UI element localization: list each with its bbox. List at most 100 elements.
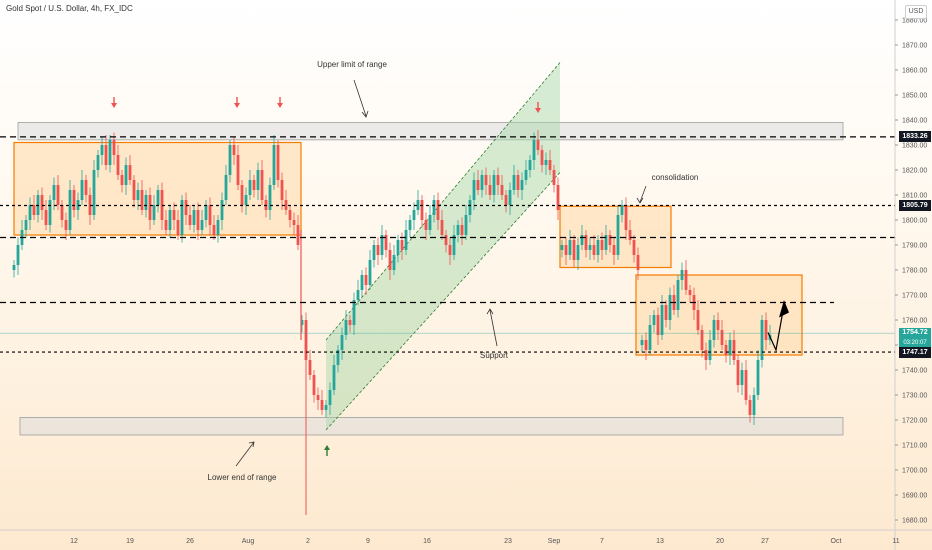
support-pointer-head bbox=[486, 308, 494, 315]
currency-button[interactable]: USD bbox=[905, 5, 927, 19]
y-tick-label: 1830.00 bbox=[902, 143, 927, 150]
candle-body bbox=[188, 215, 192, 225]
candle-body bbox=[552, 170, 556, 185]
candle-body bbox=[104, 145, 108, 165]
candle-body bbox=[40, 195, 44, 210]
y-tick-label: 1740.00 bbox=[902, 368, 927, 375]
candle-body bbox=[616, 215, 620, 255]
candle-body bbox=[516, 175, 520, 190]
y-tick-label: 1840.00 bbox=[902, 118, 927, 125]
candle-body bbox=[572, 240, 576, 260]
candle-body bbox=[244, 195, 248, 205]
candle-body bbox=[320, 400, 324, 410]
candle-body bbox=[736, 360, 740, 385]
candle-body bbox=[760, 320, 764, 360]
candle-body bbox=[348, 320, 352, 325]
projection-arrowhead bbox=[779, 300, 789, 318]
candle-body bbox=[276, 145, 280, 180]
upper-limit-pointer bbox=[353, 79, 367, 117]
x-tick-label: 13 bbox=[656, 538, 664, 545]
candle-body bbox=[688, 290, 692, 295]
candle-body bbox=[716, 320, 720, 330]
x-tick-label: 12 bbox=[70, 538, 78, 545]
candle-body bbox=[664, 305, 668, 320]
candle-body bbox=[300, 320, 304, 325]
candle-body bbox=[344, 320, 348, 335]
candle-body bbox=[328, 390, 332, 405]
y-tick-label: 1790.00 bbox=[902, 243, 927, 250]
y-tick-label: 1800.00 bbox=[902, 218, 927, 225]
symbol-title: Gold Spot / U.S. Dollar, 4h, FX_IDC bbox=[6, 4, 133, 13]
y-tick-label: 1820.00 bbox=[902, 168, 927, 175]
candle-body bbox=[680, 270, 684, 280]
lower-end-pointer bbox=[235, 441, 255, 467]
candle-body bbox=[72, 190, 76, 210]
candle-body bbox=[528, 160, 532, 170]
candle-body bbox=[492, 175, 496, 195]
candle-body bbox=[296, 225, 300, 245]
candle-body bbox=[600, 240, 604, 250]
support-label: Support bbox=[480, 351, 509, 360]
candle-body bbox=[184, 200, 188, 215]
candle-body bbox=[460, 225, 464, 235]
lower-end-pointer-head bbox=[248, 441, 255, 448]
candle-body bbox=[208, 205, 212, 225]
candle-body bbox=[180, 200, 184, 235]
candle-body bbox=[232, 145, 236, 155]
price-tag: 1754.72 03:20:07 bbox=[899, 328, 931, 349]
x-tick-label: 7 bbox=[600, 538, 604, 545]
candle-body bbox=[676, 280, 680, 310]
candle-body bbox=[436, 200, 440, 220]
candle-body bbox=[324, 405, 328, 410]
candle-body bbox=[132, 180, 136, 200]
x-tick-label: Aug bbox=[242, 538, 255, 545]
candle-body bbox=[224, 175, 228, 200]
candle-body bbox=[16, 245, 20, 265]
candle-body bbox=[280, 180, 284, 200]
candle-body bbox=[704, 350, 708, 360]
upper-limit-pointer-head bbox=[361, 110, 369, 118]
candle-body bbox=[248, 180, 252, 195]
y-tick-label: 1680.00 bbox=[902, 518, 927, 525]
consolidation-label: consolidation bbox=[652, 173, 699, 182]
candle-body bbox=[384, 235, 388, 250]
candle-body bbox=[700, 330, 704, 350]
candle-body bbox=[284, 200, 288, 210]
channel-lower-line bbox=[325, 172, 561, 431]
candle-body bbox=[420, 200, 424, 220]
candle-body bbox=[164, 220, 168, 230]
candle-body bbox=[28, 205, 32, 220]
candle-body bbox=[312, 375, 316, 395]
candle-body bbox=[520, 180, 524, 190]
candle-body bbox=[640, 340, 644, 345]
candle-body bbox=[196, 210, 200, 230]
candle-body bbox=[128, 165, 132, 180]
candle-body bbox=[452, 235, 456, 255]
candle-body bbox=[24, 220, 28, 230]
x-tick-label: 9 bbox=[366, 538, 370, 545]
candle-body bbox=[68, 190, 72, 230]
price-tag: 1805.79 bbox=[899, 200, 931, 212]
consolidation-pointer-head bbox=[636, 197, 644, 204]
candle-body bbox=[392, 255, 396, 270]
candle-body bbox=[624, 205, 628, 230]
candle-body bbox=[192, 210, 196, 225]
candle-body bbox=[204, 205, 208, 220]
candle-body bbox=[524, 170, 528, 180]
candle-body bbox=[412, 210, 416, 220]
candle-body bbox=[608, 235, 612, 245]
candle-body bbox=[644, 340, 648, 350]
candle-body bbox=[732, 340, 736, 360]
candle-body bbox=[80, 180, 84, 200]
candle-body bbox=[124, 165, 128, 185]
candle-body bbox=[724, 345, 728, 355]
candle-body bbox=[720, 330, 724, 345]
candle-body bbox=[48, 200, 52, 225]
y-tick-label: 1880.00 bbox=[902, 18, 927, 25]
candle-body bbox=[752, 395, 756, 415]
candle-body bbox=[388, 250, 392, 270]
candle-body bbox=[708, 340, 712, 360]
candle-body bbox=[696, 310, 700, 330]
candle-body bbox=[332, 365, 336, 390]
